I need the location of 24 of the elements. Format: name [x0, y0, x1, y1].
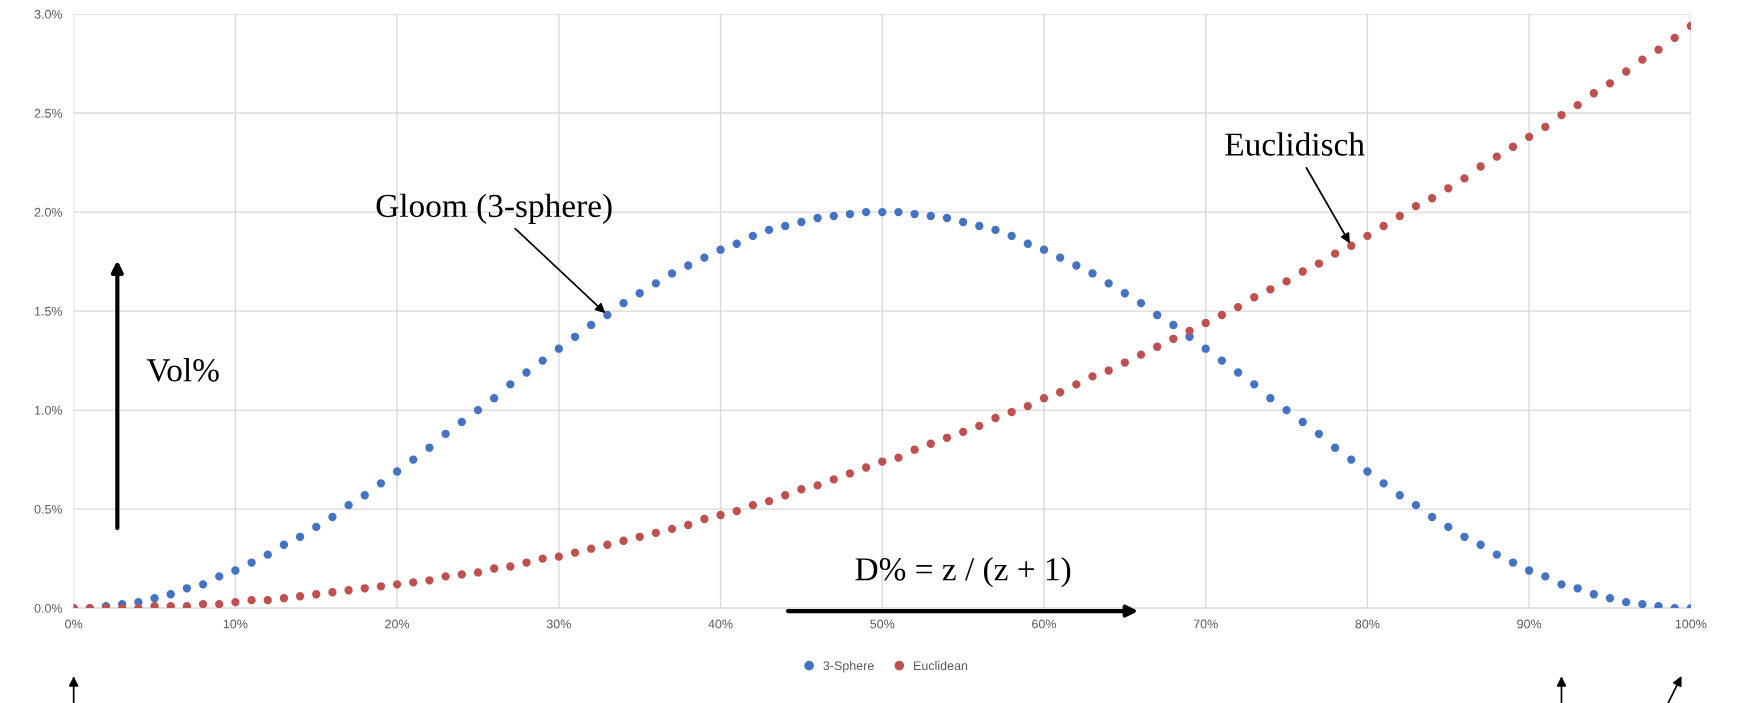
y-tick-label: 0.0% — [34, 603, 63, 613]
y-tick-label: 1.0% — [35, 405, 63, 415]
x-tick-label: 80% — [1355, 619, 1380, 629]
x-tick-label: 90% — [1517, 619, 1542, 629]
y-tick-label: 0.5% — [34, 504, 63, 514]
legend-label: Euclidean — [914, 660, 968, 671]
x-tick-label: 20% — [385, 619, 410, 629]
x-tick-label: 50% — [870, 619, 895, 629]
annotation: Gloom (3-sphere) — [376, 193, 612, 224]
annotation: Euclidisch — [1225, 132, 1365, 156]
y-tick-label: 1.5% — [35, 306, 63, 316]
x-tick-label: 10% — [223, 619, 248, 629]
y-tick-label: 2.5% — [34, 108, 63, 118]
x-tick-label: 70% — [1193, 619, 1218, 629]
y-tick-label: 2.0% — [34, 207, 63, 217]
x-tick-label: 0% — [65, 619, 83, 629]
y-tick-label: 3.0% — [34, 9, 63, 19]
x-tick-label: 100% — [1675, 619, 1707, 629]
legend-label: 3-Sphere — [823, 660, 874, 673]
x-tick-label: 30% — [546, 619, 571, 629]
annotation: D% = z / (z + 1) — [855, 557, 1071, 588]
x-tick-label: 40% — [708, 619, 733, 629]
annotation: Vol% — [146, 358, 219, 382]
x-tick-label: 60% — [1032, 619, 1057, 629]
